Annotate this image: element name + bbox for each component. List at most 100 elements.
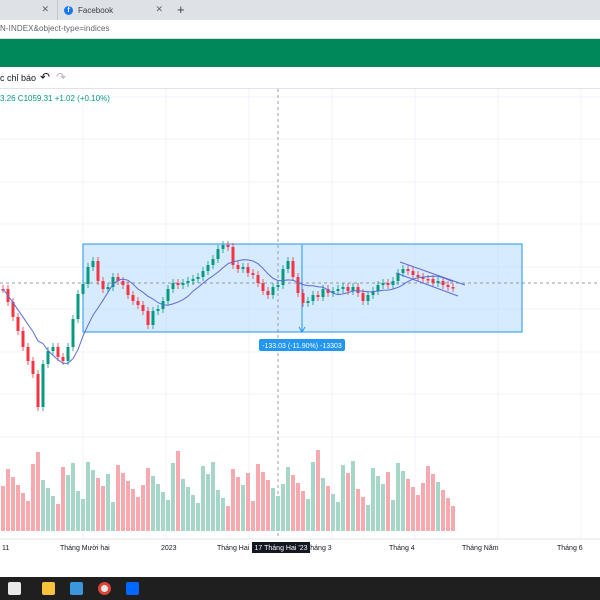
volume-bar xyxy=(421,483,425,531)
volume-bar xyxy=(441,490,445,531)
volume-bar xyxy=(451,506,455,531)
volume-bar xyxy=(326,486,330,531)
volume-bar xyxy=(201,466,205,531)
candle-body xyxy=(276,285,280,287)
browser-tab-facebook[interactable]: f Facebook ✕ xyxy=(57,0,169,20)
volume-bar xyxy=(21,493,25,531)
volume-bar xyxy=(321,478,325,531)
browser-tab-strip: ✕ f Facebook ✕ + xyxy=(0,0,600,20)
measure-label-bg xyxy=(259,339,345,351)
candle-body xyxy=(311,295,315,301)
zalo-icon[interactable] xyxy=(126,582,139,595)
volume-bar xyxy=(291,475,295,531)
volume-bar xyxy=(251,501,255,531)
candle-body xyxy=(406,269,410,271)
new-tab-button[interactable]: + xyxy=(177,2,185,17)
candle-body xyxy=(356,287,360,293)
time-label: Tháng 4 xyxy=(389,545,415,552)
candle-body xyxy=(296,277,300,293)
indicators-button[interactable]: c chỉ báo xyxy=(0,73,37,83)
volume-bar xyxy=(416,495,420,531)
volume-bar xyxy=(346,473,350,531)
windows-icon[interactable] xyxy=(8,582,21,595)
volume-bar xyxy=(176,451,180,531)
candle-body xyxy=(156,309,160,311)
volume-bar xyxy=(166,500,170,531)
volume-bar xyxy=(46,488,50,531)
time-label: Tháng Hai xyxy=(217,545,250,552)
volume-bar xyxy=(391,500,395,531)
volume-bar xyxy=(156,484,160,531)
candle-body xyxy=(241,267,245,269)
store-icon[interactable] xyxy=(70,582,83,595)
candle-body xyxy=(216,249,220,259)
candle-body xyxy=(191,279,195,281)
volume-bar xyxy=(236,477,240,531)
undo-icon[interactable]: ↶ xyxy=(40,70,51,84)
volume-bar xyxy=(316,450,320,531)
candle-body xyxy=(31,361,35,374)
volume-bar xyxy=(131,489,135,531)
address-bar[interactable]: N-INDEX&object-type=indices xyxy=(0,20,600,39)
volume-bar xyxy=(216,490,220,531)
volume-bar xyxy=(286,467,290,531)
volume-bar xyxy=(411,487,415,531)
volume-bar xyxy=(371,468,375,531)
volume-bar xyxy=(376,476,380,531)
candle-body xyxy=(26,347,30,361)
volume-bar xyxy=(231,469,235,531)
url-text[interactable]: N-INDEX&object-type=indices xyxy=(0,24,110,33)
volume-bar xyxy=(431,474,435,531)
browser-tab-previous[interactable]: ✕ xyxy=(0,0,55,20)
candle-body xyxy=(196,277,200,279)
volume-bar xyxy=(126,481,130,531)
file-explorer-icon[interactable] xyxy=(42,582,55,595)
candle-body xyxy=(426,279,430,281)
candle-body xyxy=(176,283,180,285)
crosshair-time-label: 17 Tháng Hai '23 xyxy=(255,545,308,552)
volume-bar xyxy=(31,464,35,531)
candle-body xyxy=(256,275,260,283)
time-label: 2023 xyxy=(161,545,177,552)
volume-bar xyxy=(311,462,315,531)
candle-body xyxy=(416,275,420,277)
volume-bar xyxy=(181,479,185,531)
candle-body xyxy=(41,364,45,407)
chrome-icon[interactable] xyxy=(98,582,111,595)
candle-body xyxy=(81,284,85,294)
tab-close-icon[interactable]: ✕ xyxy=(155,4,163,14)
volume-bar xyxy=(271,488,275,531)
volume-bar xyxy=(121,473,125,531)
candle-body xyxy=(411,271,415,275)
volume-bar xyxy=(6,469,10,531)
candle-body xyxy=(331,291,335,293)
volume-bar xyxy=(206,474,210,531)
candle-body xyxy=(396,273,400,281)
candle-body xyxy=(336,289,340,291)
volume-bar xyxy=(66,475,70,531)
candle-body xyxy=(236,265,240,269)
candle-body xyxy=(126,285,130,295)
volume-bar xyxy=(41,480,45,531)
price-chart[interactable]: -133.03 (-11.90%) -13303 11 Tháng Mười h… xyxy=(0,89,600,554)
candle-body xyxy=(166,289,170,301)
volume-bar xyxy=(246,473,250,531)
tab-close-icon[interactable]: ✕ xyxy=(41,4,49,14)
volume-bar xyxy=(61,467,65,531)
volume-bar xyxy=(136,497,140,531)
volume-bar xyxy=(276,496,280,531)
candle-body xyxy=(246,267,250,273)
volume-bar xyxy=(171,463,175,531)
redo-icon[interactable]: ↷ xyxy=(56,70,67,84)
ohlc-legend: 3.26 C1059.31 +1.02 (+0.10%) xyxy=(0,94,110,103)
site-header-banner xyxy=(0,39,600,67)
candle-body xyxy=(61,357,65,361)
chart-area[interactable]: -133.03 (-11.90%) -13303 11 Tháng Mười h… xyxy=(0,89,600,554)
volume-bar xyxy=(141,485,145,531)
candle-body xyxy=(51,347,55,351)
volume-bar xyxy=(106,474,110,531)
candle-body xyxy=(46,351,50,364)
volume-bar xyxy=(361,497,365,531)
measure-label-group: -133.03 (-11.90%) -13303 xyxy=(259,339,345,351)
volume-bar xyxy=(256,464,260,531)
